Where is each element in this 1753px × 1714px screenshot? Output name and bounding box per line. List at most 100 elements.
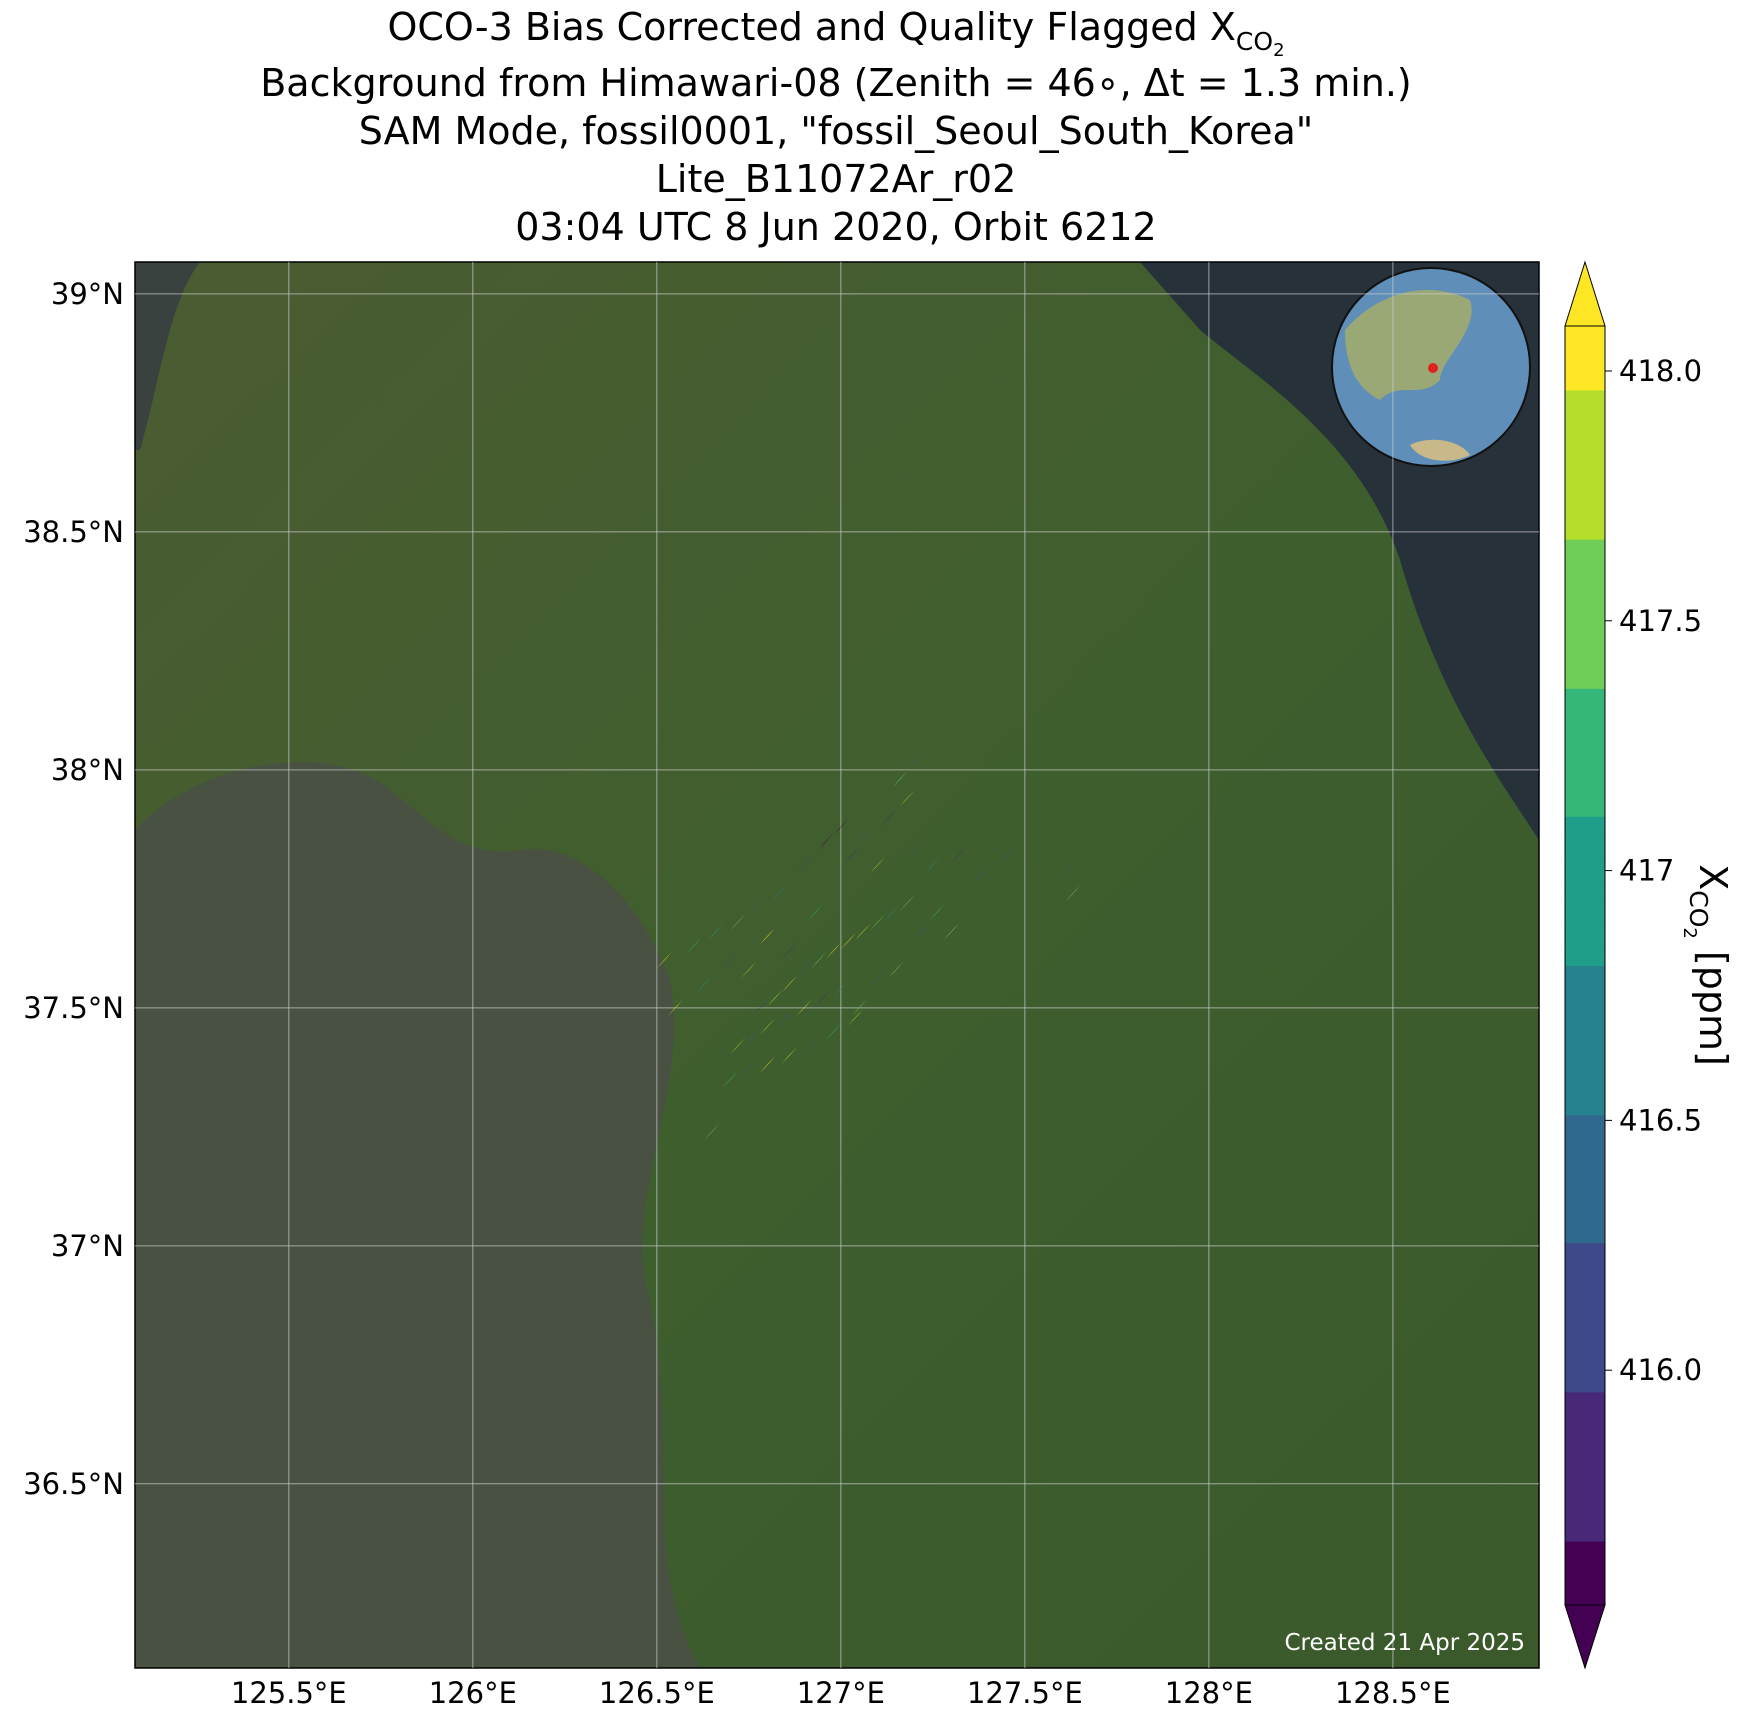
sounding bbox=[870, 856, 886, 874]
colorbar-segment bbox=[1565, 944, 1605, 966]
colorbar-segment bbox=[1565, 432, 1605, 455]
title-line: Lite_B11072Ar_r02 bbox=[656, 157, 1017, 201]
colorbar-label-text: X bbox=[1691, 864, 1735, 890]
sounding bbox=[899, 789, 915, 807]
colorbar-segment bbox=[1565, 794, 1605, 817]
sounding bbox=[818, 832, 834, 850]
colorbar-segment bbox=[1565, 1455, 1605, 1478]
colorbar-segment bbox=[1565, 517, 1605, 540]
y-tick-label: 38°N bbox=[51, 753, 124, 787]
colorbar-segment bbox=[1565, 752, 1605, 775]
globe-inset bbox=[1331, 267, 1531, 467]
colorbar-segment bbox=[1565, 1263, 1605, 1286]
colorbar-segment bbox=[1565, 688, 1605, 711]
sounding bbox=[925, 856, 941, 874]
colorbar-segment bbox=[1565, 1285, 1605, 1308]
y-tick-label: 37.5°N bbox=[23, 991, 124, 1025]
sounding bbox=[667, 999, 683, 1017]
y-tick-label: 38.5°N bbox=[23, 515, 124, 549]
colorbar-segment bbox=[1565, 901, 1605, 924]
sounding bbox=[833, 980, 849, 998]
sounding bbox=[730, 913, 746, 931]
sounding bbox=[730, 1037, 746, 1055]
sounding bbox=[899, 894, 915, 912]
y-tick-label: 37°N bbox=[51, 1229, 124, 1263]
sounding bbox=[825, 1023, 842, 1041]
colorbar-segment bbox=[1565, 1519, 1605, 1542]
sounding bbox=[744, 1027, 761, 1045]
sounding bbox=[656, 951, 672, 969]
sounding bbox=[851, 999, 867, 1017]
x-tick-label: 125.5°E bbox=[231, 1676, 347, 1710]
sounding bbox=[888, 961, 904, 979]
colorbar-segment bbox=[1565, 453, 1605, 476]
colorbar-segment bbox=[1565, 773, 1605, 796]
sounding bbox=[708, 923, 724, 941]
colorbar-segment bbox=[1565, 1050, 1605, 1073]
sounding bbox=[722, 1070, 739, 1088]
sounding bbox=[844, 847, 860, 864]
sounding bbox=[973, 866, 989, 884]
x-tick-label: 128.5°E bbox=[1335, 1676, 1451, 1710]
colorbar-segment bbox=[1565, 986, 1605, 1009]
colorbar-segment bbox=[1565, 709, 1605, 732]
sounding bbox=[778, 1008, 794, 1026]
sounding bbox=[814, 989, 831, 1007]
colorbar-segment bbox=[1565, 1178, 1605, 1201]
sounding bbox=[943, 923, 959, 941]
colorbar-segment bbox=[1565, 1434, 1605, 1457]
colorbar-label: XCO2 [ppm] bbox=[1679, 864, 1735, 1066]
colorbar-label-sub: CO bbox=[1684, 890, 1713, 927]
colorbar-segment bbox=[1565, 1157, 1605, 1180]
colorbar-segment bbox=[1565, 1306, 1605, 1329]
sounding bbox=[881, 808, 897, 826]
x-tick-label: 127°E bbox=[797, 1676, 885, 1710]
title-line: Background from Himawari-08 (Zenith = 46… bbox=[260, 61, 1412, 105]
title-text: OCO-3 Bias Corrected and Quality Flagged… bbox=[387, 5, 1235, 49]
sounding bbox=[770, 885, 786, 903]
x-tick-label: 127.5°E bbox=[967, 1676, 1083, 1710]
colorbar-segment bbox=[1565, 1413, 1605, 1435]
colorbar-segment bbox=[1565, 731, 1605, 753]
colorbar-segment bbox=[1565, 1072, 1605, 1094]
colorbar-segment bbox=[1565, 1498, 1605, 1521]
title-line: SAM Mode, fossil0001, "fossil_Seoul_Sout… bbox=[359, 109, 1313, 153]
sounding bbox=[759, 927, 775, 945]
colorbar-segment bbox=[1565, 368, 1605, 391]
sounding bbox=[847, 1008, 864, 1026]
colorbar-segment bbox=[1565, 496, 1605, 519]
colorbar-segment bbox=[1565, 624, 1605, 647]
sounding bbox=[781, 1046, 797, 1064]
title-line: OCO-3 Bias Corrected and Quality Flagged… bbox=[387, 5, 1284, 61]
colorbar-segment bbox=[1565, 603, 1605, 625]
x-tick-label: 128°E bbox=[1165, 1676, 1253, 1710]
colorbar-segment bbox=[1565, 1541, 1605, 1563]
colorbar-segment bbox=[1565, 1349, 1605, 1372]
colorbar-tick-label: 418.0 bbox=[1619, 354, 1702, 388]
sounding bbox=[796, 856, 812, 874]
colorbar-segment bbox=[1565, 1093, 1605, 1116]
sounding bbox=[741, 961, 757, 979]
colorbar-segment bbox=[1565, 922, 1605, 945]
x-tick-label: 126.5°E bbox=[599, 1676, 715, 1710]
sounding bbox=[906, 751, 923, 769]
x-tick-label: 126°E bbox=[429, 1676, 517, 1710]
sounding bbox=[796, 999, 812, 1017]
map-frame bbox=[134, 261, 1540, 1669]
colorbar-tick-label: 416.0 bbox=[1619, 1353, 1702, 1387]
sounding bbox=[998, 847, 1015, 864]
sounding bbox=[950, 847, 967, 864]
colorbar-segment bbox=[1565, 667, 1605, 689]
sounding bbox=[906, 842, 923, 860]
sounding bbox=[833, 818, 849, 836]
created-annotation: Created 21 Apr 2025 bbox=[1284, 1630, 1525, 1656]
colorbar-extend bbox=[1564, 260, 1606, 327]
sounding bbox=[686, 937, 702, 955]
sounding bbox=[870, 970, 886, 988]
colorbar-segment bbox=[1565, 560, 1605, 583]
colorbar-segment bbox=[1565, 1327, 1605, 1350]
colorbar-segment bbox=[1565, 880, 1605, 903]
colorbar-segment bbox=[1565, 1391, 1605, 1414]
sounding bbox=[759, 1056, 775, 1074]
